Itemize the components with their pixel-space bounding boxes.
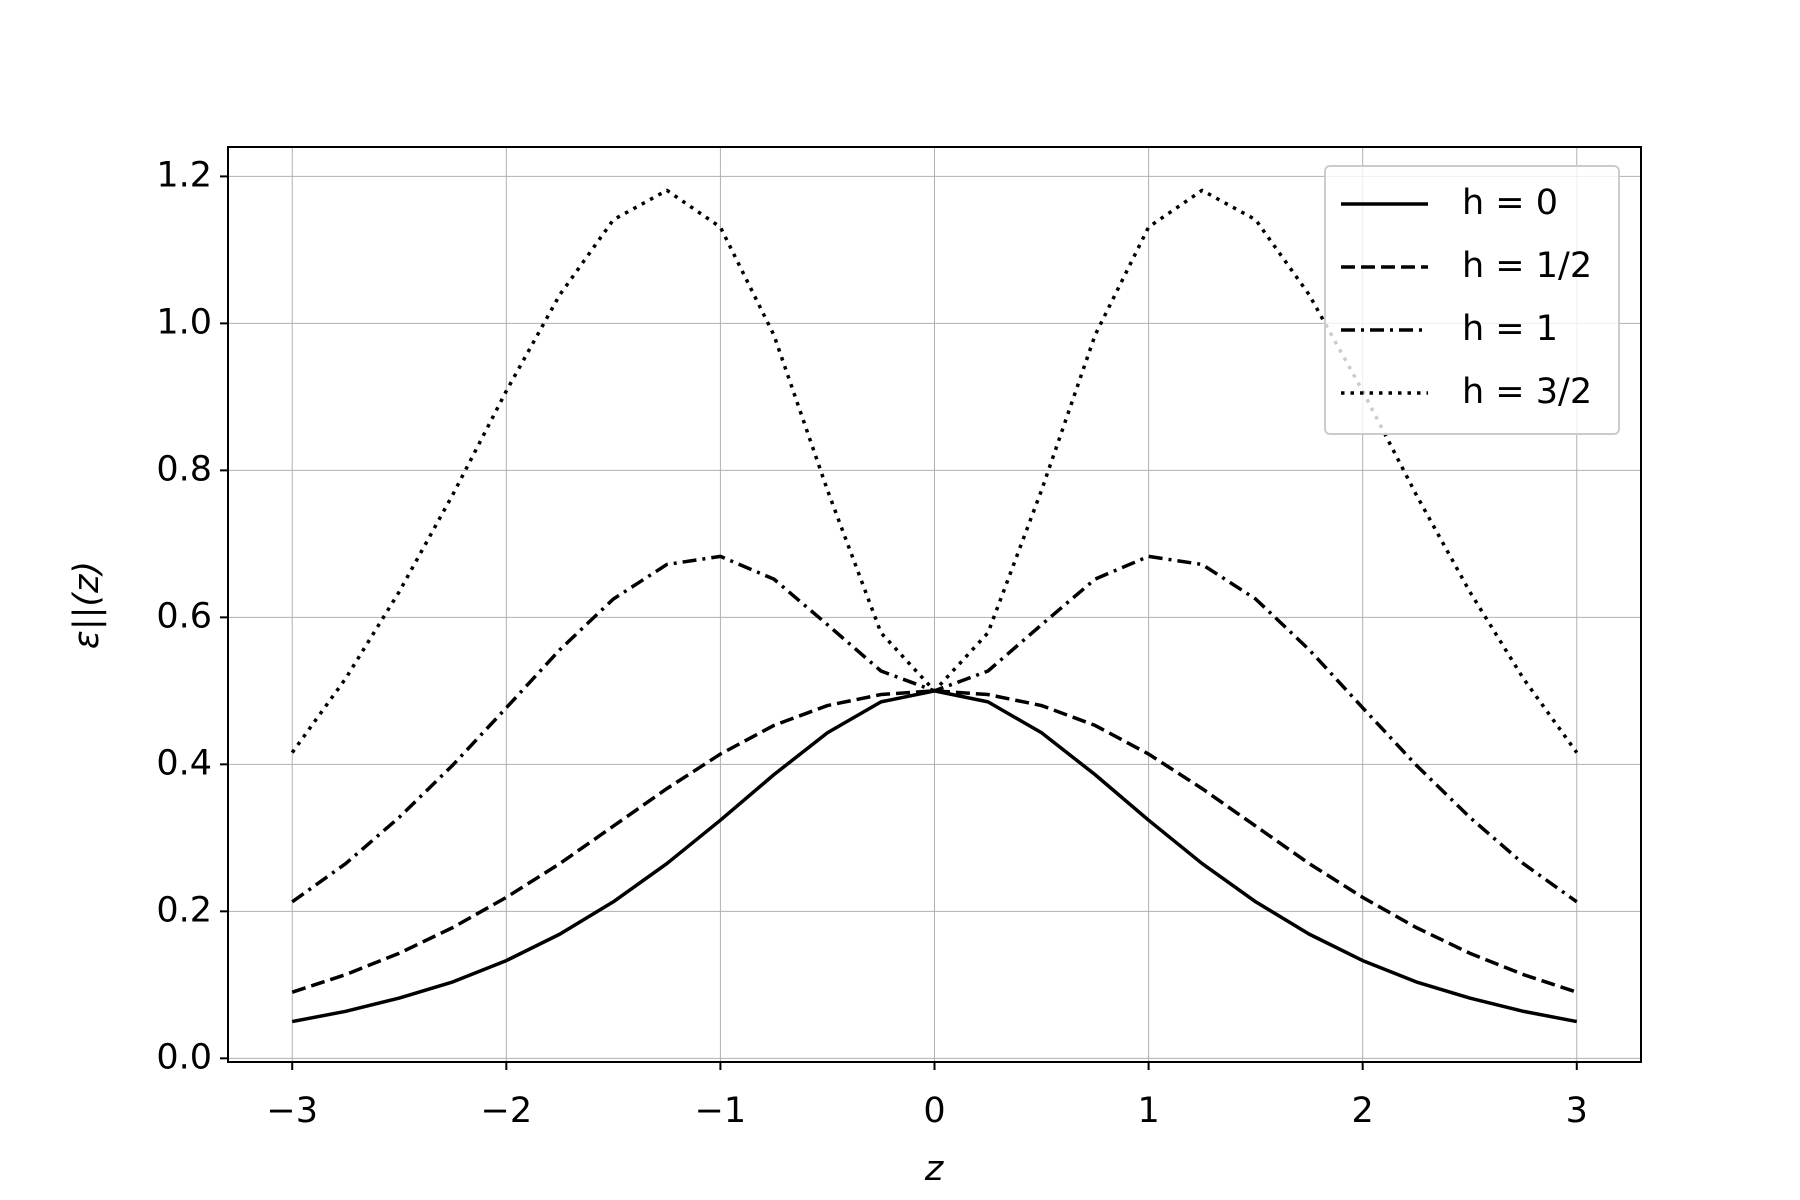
legend: h = 0 h = 1/2 h = 1 h = 3/2: [1324, 165, 1620, 435]
y-tick-label: 0.0: [156, 1037, 212, 1077]
legend-label: h = 0: [1462, 183, 1558, 223]
legend-label: h = 1: [1462, 309, 1558, 349]
y-tick-label: 0.4: [156, 743, 212, 783]
y-tick-label: 1.2: [156, 155, 212, 195]
y-tick-label: 0.2: [156, 890, 212, 930]
x-tick-label: −1: [695, 1091, 747, 1131]
legend-label: h = 1/2: [1462, 246, 1592, 286]
series-line: [291, 689, 1578, 994]
x-tick-label: 2: [1352, 1091, 1374, 1131]
y-tick-label: 1.0: [156, 302, 212, 342]
legend-label: h = 3/2: [1462, 372, 1592, 412]
x-tick-label: −2: [481, 1091, 533, 1131]
legend-box: [1324, 165, 1620, 435]
x-tick-label: 0: [923, 1091, 945, 1131]
y-tick-label: 0.8: [156, 449, 212, 489]
x-tick-label: 3: [1566, 1091, 1588, 1131]
plot-frame: [227, 146, 1642, 1063]
x-tick-label: −3: [266, 1091, 318, 1131]
x-tick-label: 1: [1137, 1091, 1159, 1131]
y-tick-label: 0.6: [156, 596, 212, 636]
y-axis-label: ε||(z): [67, 561, 107, 649]
x-axis-label: z: [924, 1149, 944, 1189]
